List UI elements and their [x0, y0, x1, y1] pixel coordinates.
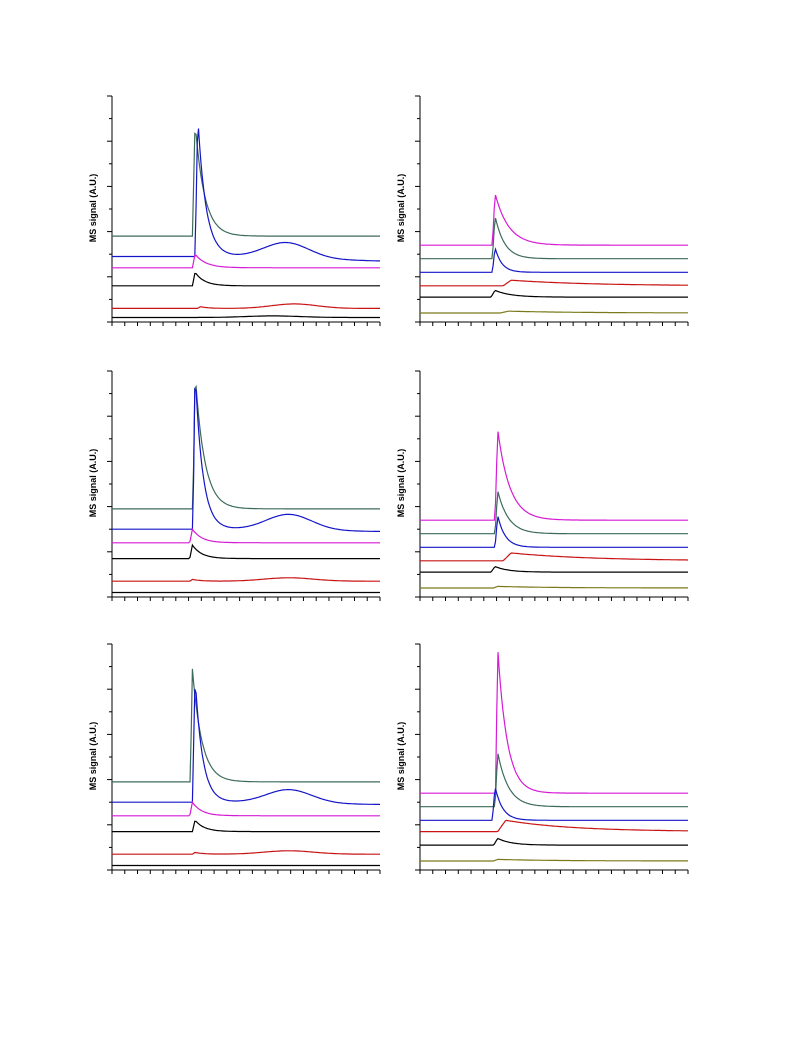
series-line-4	[420, 552, 688, 562]
series-line-1	[112, 132, 380, 237]
chart-svg	[415, 370, 689, 601]
series-line-1	[420, 652, 688, 794]
series-line-6	[112, 315, 380, 319]
series-line-2	[420, 217, 688, 260]
y-axis-label: MS signal (A.U.)	[396, 448, 406, 518]
chart-panel-1: MS signal (A.U.)	[85, 92, 385, 327]
chart-svg	[107, 370, 381, 601]
y-axis-label: MS signal (A.U.)	[88, 173, 98, 243]
chart-svg	[415, 95, 689, 326]
series-line-3	[112, 527, 380, 544]
series-line-5	[420, 289, 688, 298]
series-line-4	[112, 820, 380, 833]
y-axis-label: MS signal (A.U.)	[88, 721, 98, 791]
chart-panel-4: MS signal (A.U.)	[393, 367, 693, 602]
series-line-2	[112, 689, 381, 806]
series-line-6	[420, 585, 688, 589]
series-line-2	[112, 387, 381, 533]
series-line-4	[420, 279, 688, 287]
series-line-1	[420, 194, 688, 246]
series-line-2	[420, 491, 688, 535]
chart-svg	[415, 643, 689, 874]
series-line-1	[112, 384, 380, 510]
series-line-6	[420, 310, 688, 314]
y-axis-label: MS signal (A.U.)	[88, 448, 98, 518]
chart-svg	[107, 95, 381, 326]
series-line-4	[112, 272, 380, 287]
series-line-3	[420, 246, 688, 273]
series-line-4	[112, 543, 380, 560]
series-line-2	[420, 753, 688, 808]
y-axis-label: MS signal (A.U.)	[396, 721, 406, 791]
chart-panel-2: MS signal (A.U.)	[393, 92, 693, 327]
series-line-5	[112, 577, 380, 582]
series-line-3	[112, 254, 380, 269]
series-line-5	[112, 303, 380, 309]
series-line-3	[112, 800, 380, 817]
chart-panel-6: MS signal (A.U.)	[393, 640, 693, 875]
series-line-1	[112, 668, 380, 783]
series-line-6	[420, 858, 688, 862]
series-line-5	[112, 850, 380, 855]
series-line-5	[420, 837, 688, 846]
chart-svg	[107, 643, 381, 874]
chart-panel-3: MS signal (A.U.)	[85, 367, 385, 602]
series-line-1	[420, 431, 688, 521]
y-axis-label: MS signal (A.U.)	[396, 173, 406, 243]
chart-panel-5: MS signal (A.U.)	[85, 640, 385, 875]
series-line-3	[420, 516, 688, 548]
series-line-2	[112, 128, 381, 262]
series-line-3	[420, 788, 688, 821]
series-line-4	[420, 819, 688, 833]
series-line-5	[420, 566, 688, 573]
